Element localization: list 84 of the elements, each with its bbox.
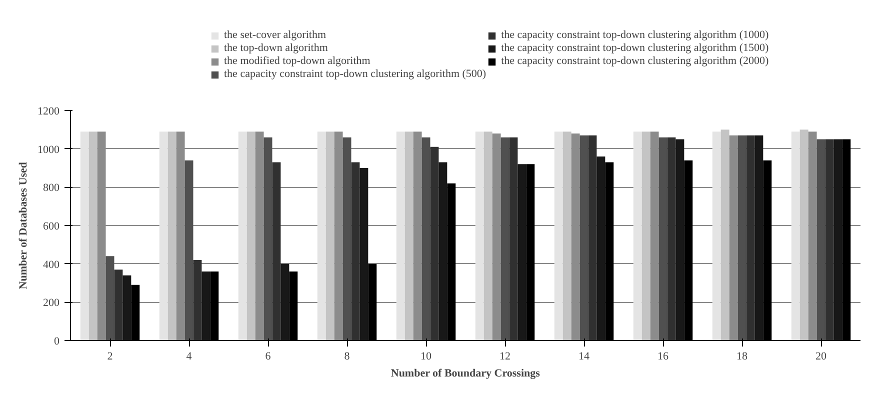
x-tick-label: 20 (816, 350, 827, 362)
x-axis-title: Number of Boundary Crossings (390, 368, 541, 380)
bar (791, 132, 800, 340)
bar (816, 139, 826, 340)
bar (317, 132, 326, 340)
bar (184, 160, 194, 340)
legend-label: the set-cover algorithm (224, 29, 326, 41)
bar (238, 132, 247, 340)
x-tick-label: 8 (344, 350, 350, 362)
bar (596, 156, 606, 340)
bar (88, 132, 98, 340)
bar (475, 132, 484, 340)
bar (106, 256, 114, 340)
legend-label: the capacity constraint top-down clustering algorithm (2000) (501, 55, 769, 67)
bar (518, 164, 526, 340)
bar (562, 132, 572, 340)
bar (580, 135, 588, 340)
bar (264, 137, 272, 340)
bar (413, 132, 422, 340)
bar (500, 137, 510, 340)
bar (342, 137, 352, 340)
bar (800, 130, 808, 340)
bar (438, 162, 448, 340)
y-tick-label: 800 (43, 182, 60, 194)
bar (712, 132, 721, 340)
bar (122, 275, 132, 340)
bar (509, 137, 518, 340)
bar (484, 132, 492, 340)
bar (667, 137, 676, 340)
bar (834, 139, 842, 340)
bar (193, 260, 202, 340)
bar (642, 132, 650, 340)
legend-label: the capacity constraint top-down clustering algorithm (1000) (501, 29, 769, 41)
bar (588, 135, 597, 340)
bar (360, 168, 368, 340)
x-tick-label: 6 (265, 350, 272, 362)
bar (746, 135, 755, 340)
bar (676, 139, 684, 340)
legend-label: the modified top-down algorithm (224, 55, 370, 67)
y-tick-label: 1200 (38, 106, 60, 118)
bar (825, 139, 834, 340)
bar (430, 146, 439, 340)
legend-label: the top-down algorithm (224, 42, 328, 54)
x-tick-label: 10 (420, 350, 432, 362)
legend-label: the capacity constraint top-down clustering algorithm (500) (224, 68, 486, 80)
bar (658, 137, 668, 340)
bar (571, 134, 580, 340)
bar (492, 134, 501, 340)
bar (396, 132, 405, 340)
bar (334, 132, 343, 340)
bar (422, 137, 430, 340)
y-tick-label: 1000 (38, 144, 60, 156)
bar (754, 135, 764, 340)
bar (808, 132, 817, 340)
legend-label: the capacity constraint top-down clustering algorithm (1500) (501, 42, 769, 54)
bar (404, 132, 414, 340)
bar (255, 132, 264, 340)
y-tick-label: 600 (43, 220, 60, 232)
y-tick-label: 0 (54, 336, 60, 348)
bar (280, 264, 290, 340)
x-tick-label: 12 (500, 350, 510, 362)
bar (738, 135, 746, 340)
y-axis-title: Number of Databases Used (18, 162, 30, 290)
bar (246, 132, 256, 340)
bar (650, 132, 659, 340)
bar (159, 132, 168, 340)
bar (351, 162, 360, 340)
bar (729, 135, 738, 340)
bar (554, 132, 563, 340)
bar (272, 162, 281, 340)
x-tick-label: 4 (186, 350, 192, 362)
bar (326, 132, 334, 340)
x-tick-label: 16 (658, 350, 669, 362)
bar (633, 132, 642, 340)
bar (168, 132, 176, 340)
y-tick-label: 200 (43, 297, 60, 310)
y-tick-label: 400 (43, 258, 60, 271)
x-tick-label: 18 (736, 350, 748, 362)
x-tick-label: 14 (578, 350, 590, 362)
bar (202, 272, 210, 340)
x-tick-label: 2 (107, 350, 113, 362)
bar (80, 132, 89, 340)
bar (114, 270, 123, 340)
bar (720, 130, 730, 340)
